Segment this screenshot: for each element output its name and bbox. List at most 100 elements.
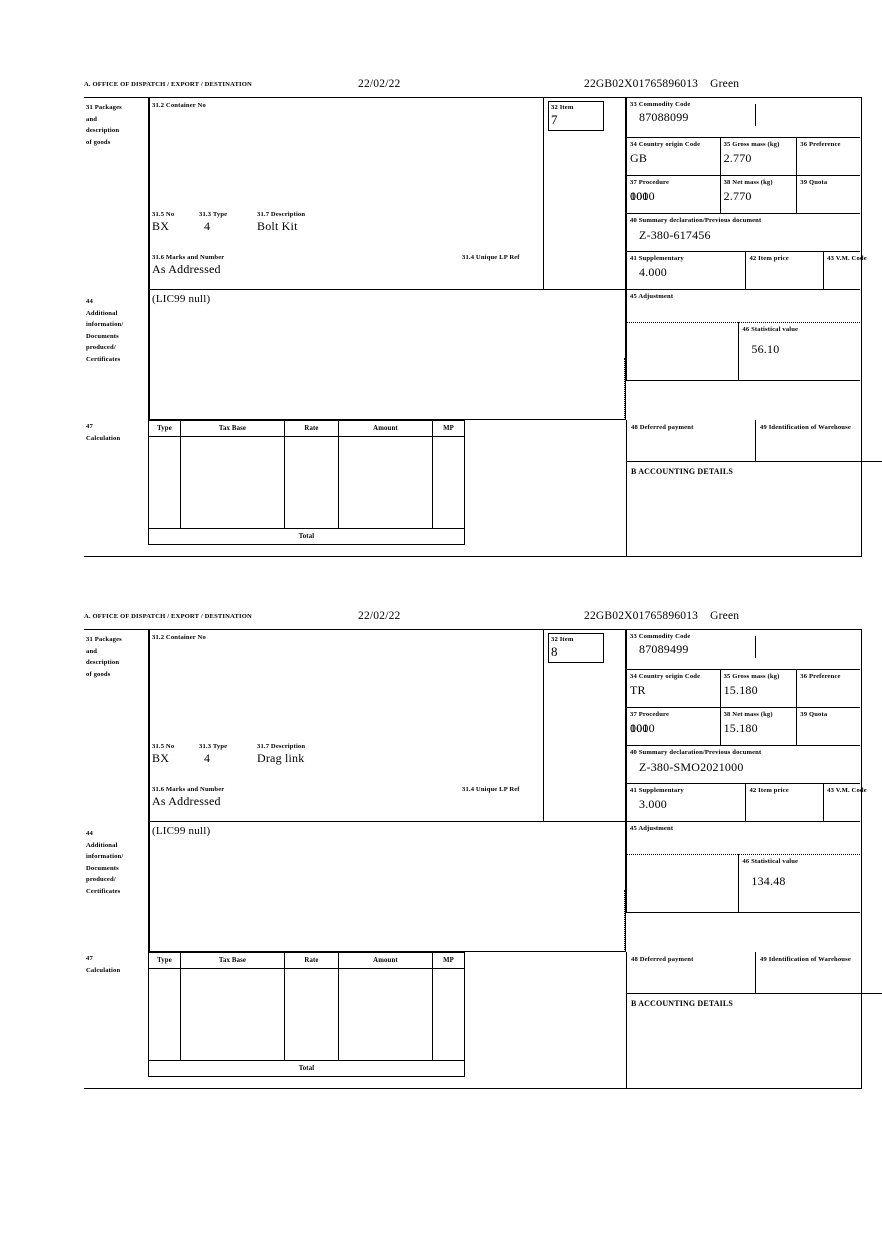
package-no-value: BX: [152, 219, 170, 233]
box-32-item: 32 Item 8: [548, 633, 604, 663]
box-39-quota: 39 Quota: [797, 708, 860, 745]
box-b-accounting-details: B ACCOUNTING DETAILS: [626, 462, 882, 556]
box-45-lower-region: 46 Statistical value 134.48: [626, 854, 861, 913]
box-35-label: 35 Gross mass (kg): [723, 673, 780, 680]
commodity-code-separator-tick: [755, 104, 757, 126]
box-42-label: 42 Item price: [749, 787, 789, 794]
mrn-and-route: 22GB02X01765896013 Green: [584, 78, 739, 90]
box-45-dotted-left-edge: [624, 890, 626, 952]
box-44-label-line-1: 44: [86, 298, 93, 305]
right-column-boxes: 33 Commodity Code 87089499 34 Country or…: [626, 630, 867, 913]
box-33-commodity-code: 33 Commodity Code 87089499: [626, 630, 861, 670]
box-b-accounting-details: B ACCOUNTING DETAILS: [626, 994, 882, 1088]
form-body: 31 Packages and description of goods 44 …: [84, 97, 882, 557]
additional-information-value: (LIC99 null): [152, 293, 211, 305]
box-43-vm-code: 43 V.M. Code: [824, 784, 867, 821]
item-number-value: 7: [551, 112, 558, 127]
box-36-preference: 36 Preference: [797, 670, 860, 707]
procedure-a-value: 1000: [630, 721, 655, 735]
box-44-additional-information: (LIC99 null): [148, 290, 626, 420]
commodity-code-separator-tick: [755, 636, 757, 658]
calc-cell-mp: [432, 968, 465, 1061]
adjustment-dotted-divider: [627, 322, 861, 323]
box-47-row-label: 47 Calculation: [86, 953, 148, 976]
item-number-value: 8: [551, 644, 558, 659]
route-value: Green: [710, 610, 740, 622]
mrn-and-route: 22GB02X01765896013 Green: [584, 610, 739, 622]
box-31-4-unique-lp-ref-label: 31.4 Unique LP Ref: [462, 786, 520, 793]
box-34-35-36-row: 34 Country origin Code GB 35 Gross mass …: [626, 138, 861, 176]
box-40-previous-document: 40 Summary declaration/Previous document…: [626, 746, 861, 784]
box-33-label: 33 Commodity Code: [630, 101, 691, 108]
box-48-label: 48 Deferred payment: [631, 424, 694, 431]
package-no-value: BX: [152, 751, 170, 765]
box-34-label: 34 Country origin Code: [630, 141, 701, 148]
box-48-deferred-payment: 48 Deferred payment: [626, 952, 861, 994]
box-38-label: 38 Net mass (kg): [723, 711, 773, 718]
box-31-3-type-label: 31.3 Type: [199, 211, 228, 218]
box-38-net-mass: 38 Net mass (kg) 15.180: [721, 708, 798, 745]
box-31-packages-description: 31.2 Container No 31.5 No 31.3 Type 31.7…: [148, 98, 544, 290]
box-32-item-outer: 32 Item 7: [544, 98, 626, 290]
office-of-dispatch-label: A. OFFICE OF DISPATCH / EXPORT / DESTINA…: [84, 81, 252, 88]
calculation-table: Type Tax Base Rate Amount MP: [148, 952, 465, 1077]
box-38-label: 38 Net mass (kg): [723, 179, 773, 186]
box-37-procedure: 37 Procedure 1000 001: [627, 176, 721, 213]
box-46-label: 46 Statistical value: [742, 326, 799, 333]
box-44-label-line-3: information/: [86, 321, 124, 329]
calc-total-label: Total: [148, 1060, 465, 1077]
calc-header-mp: MP: [432, 420, 465, 437]
box-31-label-line-2: and: [86, 115, 98, 123]
box-b-label: B ACCOUNTING DETAILS: [631, 999, 733, 1008]
box-41-label: 41 Supplementary: [630, 787, 684, 794]
box-45-lower-region: 46 Statistical value 56.10: [626, 322, 861, 381]
box-b-label: B ACCOUNTING DETAILS: [631, 467, 733, 476]
box-31-label-line-3: description: [86, 659, 120, 667]
box-47-label-line-2: Calculation: [86, 966, 121, 974]
box-42-item-price: 42 Item price: [746, 252, 825, 289]
calc-cell-tax-base: [180, 436, 285, 529]
box-47-calculation: Type Tax Base Rate Amount MP: [148, 420, 626, 556]
calc-cell-rate: [284, 436, 339, 529]
gross-mass-value: 2.770: [723, 151, 752, 165]
box-43-vm-code: 43 V.M. Code: [824, 252, 867, 289]
calc-header-amount: Amount: [338, 420, 433, 437]
box-34-country-origin: 34 Country origin Code TR: [627, 670, 721, 707]
box-43-label: 43 V.M. Code: [827, 787, 867, 794]
box-43-label: 43 V.M. Code: [827, 255, 867, 262]
box-31-packages-description: 31.2 Container No 31.5 No 31.3 Type 31.7…: [148, 630, 544, 822]
box-34-35-36-row: 34 Country origin Code TR 35 Gross mass …: [626, 670, 861, 708]
box-47-calculation: Type Tax Base Rate Amount MP: [148, 952, 626, 1088]
box-39-label: 39 Quota: [800, 711, 828, 718]
box-35-gross-mass: 35 Gross mass (kg) 15.180: [721, 670, 798, 707]
calculation-total-row: Total: [148, 528, 465, 545]
box-40-previous-document: 40 Summary declaration/Previous document…: [626, 214, 861, 252]
box-31-7-description-label: 31.7 Description: [257, 743, 306, 750]
commodity-code-value: 87088099: [639, 110, 689, 124]
box-45-adjustment: 45 Adjustment: [626, 290, 860, 322]
box-34-label: 34 Country origin Code: [630, 673, 701, 680]
box-31-5-no-label: 31.5 No: [152, 743, 175, 750]
box-31-5-no-label: 31.5 No: [152, 211, 175, 218]
box-31-row-label: 31 Packages and description of goods: [86, 102, 148, 148]
declaration-date: 22/02/22: [358, 78, 401, 90]
left-column-divider: [148, 98, 150, 420]
box-45-adjustment: 45 Adjustment: [626, 822, 860, 854]
box-46-label: 46 Statistical value: [742, 858, 799, 865]
box-47-label-line-1: 47: [86, 955, 93, 962]
form-header: A. OFFICE OF DISPATCH / EXPORT / DESTINA…: [84, 78, 862, 97]
box-44-label-line-3: information/: [86, 853, 124, 861]
calculation-header-row: Type Tax Base Rate Amount MP: [148, 420, 465, 437]
box-46-statistical-value: 46 Statistical value 56.10: [738, 322, 860, 380]
calc-header-type: Type: [148, 952, 181, 969]
box-39-quota: 39 Quota: [797, 176, 860, 213]
box-35-label: 35 Gross mass (kg): [723, 141, 780, 148]
box-44-row-label: 44 Additional information/ Documents pro…: [86, 296, 148, 365]
calc-header-rate: Rate: [284, 420, 339, 437]
box-31-6-marks-label: 31.6 Marks and Number: [152, 786, 225, 793]
calculation-header-row: Type Tax Base Rate Amount MP: [148, 952, 465, 969]
box-36-preference: 36 Preference: [797, 138, 860, 175]
office-of-dispatch-label: A. OFFICE OF DISPATCH / EXPORT / DESTINA…: [84, 613, 252, 620]
calc-cell-tax-base: [180, 968, 285, 1061]
